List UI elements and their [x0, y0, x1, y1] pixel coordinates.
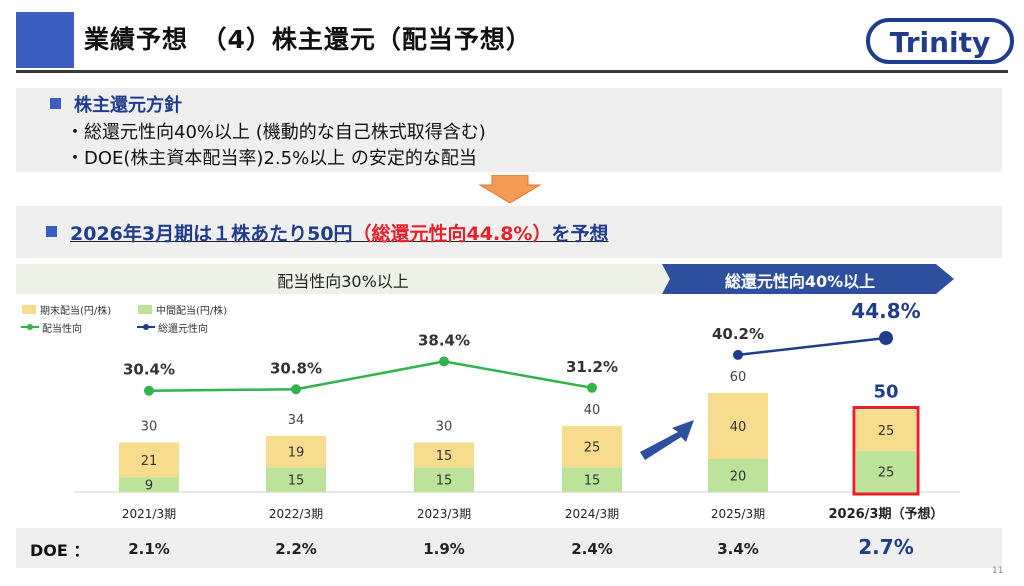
forecast-part-1: 2026年3月期は１株あたり50円 [70, 223, 353, 245]
doe-value: 1.9% [423, 540, 465, 558]
doe-value: 3.4% [717, 540, 759, 558]
legend-swatch-year-end [22, 305, 36, 314]
policy-heading: 株主還元方針 [74, 95, 182, 116]
bar-label-year-end: 19 [288, 446, 305, 461]
bar-interim [414, 467, 474, 492]
doe-value: 2.2% [275, 540, 317, 558]
company-logo: Trinity [866, 18, 1014, 64]
legend-payout: 配当性向 [42, 324, 82, 335]
bar-label-year-end: 15 [436, 449, 453, 464]
bar-label-interim: 20 [730, 470, 747, 485]
x-tick-label: 2022/3期 [269, 507, 323, 521]
line-point [879, 331, 893, 346]
doe-row [16, 528, 1002, 568]
line-point-label: 31.2% [566, 358, 618, 376]
legend-year-end: 期末配当(円/株) [40, 306, 112, 317]
line-point-label: 40.2% [712, 325, 764, 343]
line-point [733, 349, 743, 360]
forecast-part-3: を予想 [551, 223, 609, 245]
line-point [587, 382, 597, 393]
legend-swatch-payout [21, 324, 39, 330]
forecast-box [16, 206, 1002, 258]
header-accent-square [16, 12, 74, 68]
bar-interim [856, 450, 916, 492]
bar-year-end [119, 442, 179, 478]
bar-year-end [562, 426, 622, 468]
bar-label-interim: 25 [878, 465, 895, 480]
page-title: 業績予想 （4）株主還元（配当予想） [84, 25, 532, 54]
forecast-part-2: （総還元性向44.8%） [352, 223, 552, 245]
bar-interim [266, 467, 326, 492]
bar-label-interim: 15 [288, 474, 305, 489]
policy-box [16, 88, 1002, 172]
line-point-label: 44.8% [851, 299, 920, 323]
bar-label-interim: 15 [436, 474, 453, 489]
bar-label-interim: 15 [584, 474, 601, 489]
total-return-line [737, 336, 887, 357]
bar-year-end [856, 409, 916, 451]
bar-label-interim: 9 [145, 479, 153, 494]
payout-band [16, 264, 670, 294]
bar-year-end [266, 435, 326, 468]
forecast-statement: 2026年3月期は１株あたり50円（総還元性向44.8%）を予想 [70, 219, 608, 246]
x-tick-label: 2021/3期 [122, 507, 176, 521]
bar-total-label: 30 [141, 420, 158, 435]
bar-total-label: 50 [873, 382, 898, 403]
legend-swatch-interim [138, 305, 152, 314]
bar-year-end [708, 393, 768, 459]
policy-line-1: ・総還元性向40%以上 (機動的な自己株式取得含む) [66, 122, 486, 143]
highlight-frame [852, 406, 920, 496]
payout-band-label: 配当性向30%以上 [277, 272, 409, 291]
x-tick-label: 2023/3期 [417, 507, 471, 521]
bar-year-end [414, 442, 474, 468]
total-return-band [662, 264, 954, 294]
bar-label-year-end: 25 [878, 424, 895, 439]
legend-interim: 中間配当(円/株) [156, 306, 228, 317]
bar-total-label: 60 [730, 370, 747, 385]
doe-value: 2.4% [571, 540, 613, 558]
line-point [144, 385, 154, 396]
bar-interim [708, 459, 768, 492]
bullet-square-icon [46, 226, 57, 237]
bar-total-label: 34 [288, 413, 305, 428]
bar-total-label: 40 [584, 403, 601, 418]
page-number: 11 [992, 566, 1004, 576]
bullet-square-icon [50, 98, 61, 109]
line-point [291, 384, 301, 395]
bar-interim [119, 477, 179, 492]
line-point-label: 30.4% [123, 361, 175, 379]
logo-text: Trinity [890, 26, 991, 59]
legend-swatch-total-return [137, 324, 155, 330]
bar-label-year-end: 21 [141, 454, 158, 469]
down-arrow-icon [478, 175, 542, 203]
bar-label-year-end: 25 [584, 441, 601, 456]
header-divider [16, 70, 1008, 73]
policy-line-2: ・DOE(株主資本配当率)2.5%以上 の安定的な配当 [66, 148, 477, 169]
bar-label-year-end: 40 [730, 420, 747, 435]
line-point-label: 38.4% [418, 331, 470, 349]
x-tick-label: 2024/3期 [565, 507, 619, 521]
doe-value: 2.7% [858, 535, 913, 559]
bar-total-label: 30 [436, 420, 453, 435]
total-return-band-label: 総還元性向40%以上 [724, 272, 876, 291]
transition-arrow-icon [640, 420, 694, 460]
doe-value: 2.1% [128, 540, 170, 558]
legend-total-return: 総還元性向 [158, 324, 208, 335]
line-point [439, 356, 449, 367]
payout-ratio-line [148, 360, 593, 392]
doe-label: DOE ： [30, 541, 90, 560]
x-tick-label: 2025/3期 [711, 507, 765, 521]
line-point-label: 30.8% [270, 359, 322, 377]
x-tick-label: 2026/3期（予想） [829, 506, 944, 522]
bar-interim [562, 467, 622, 492]
